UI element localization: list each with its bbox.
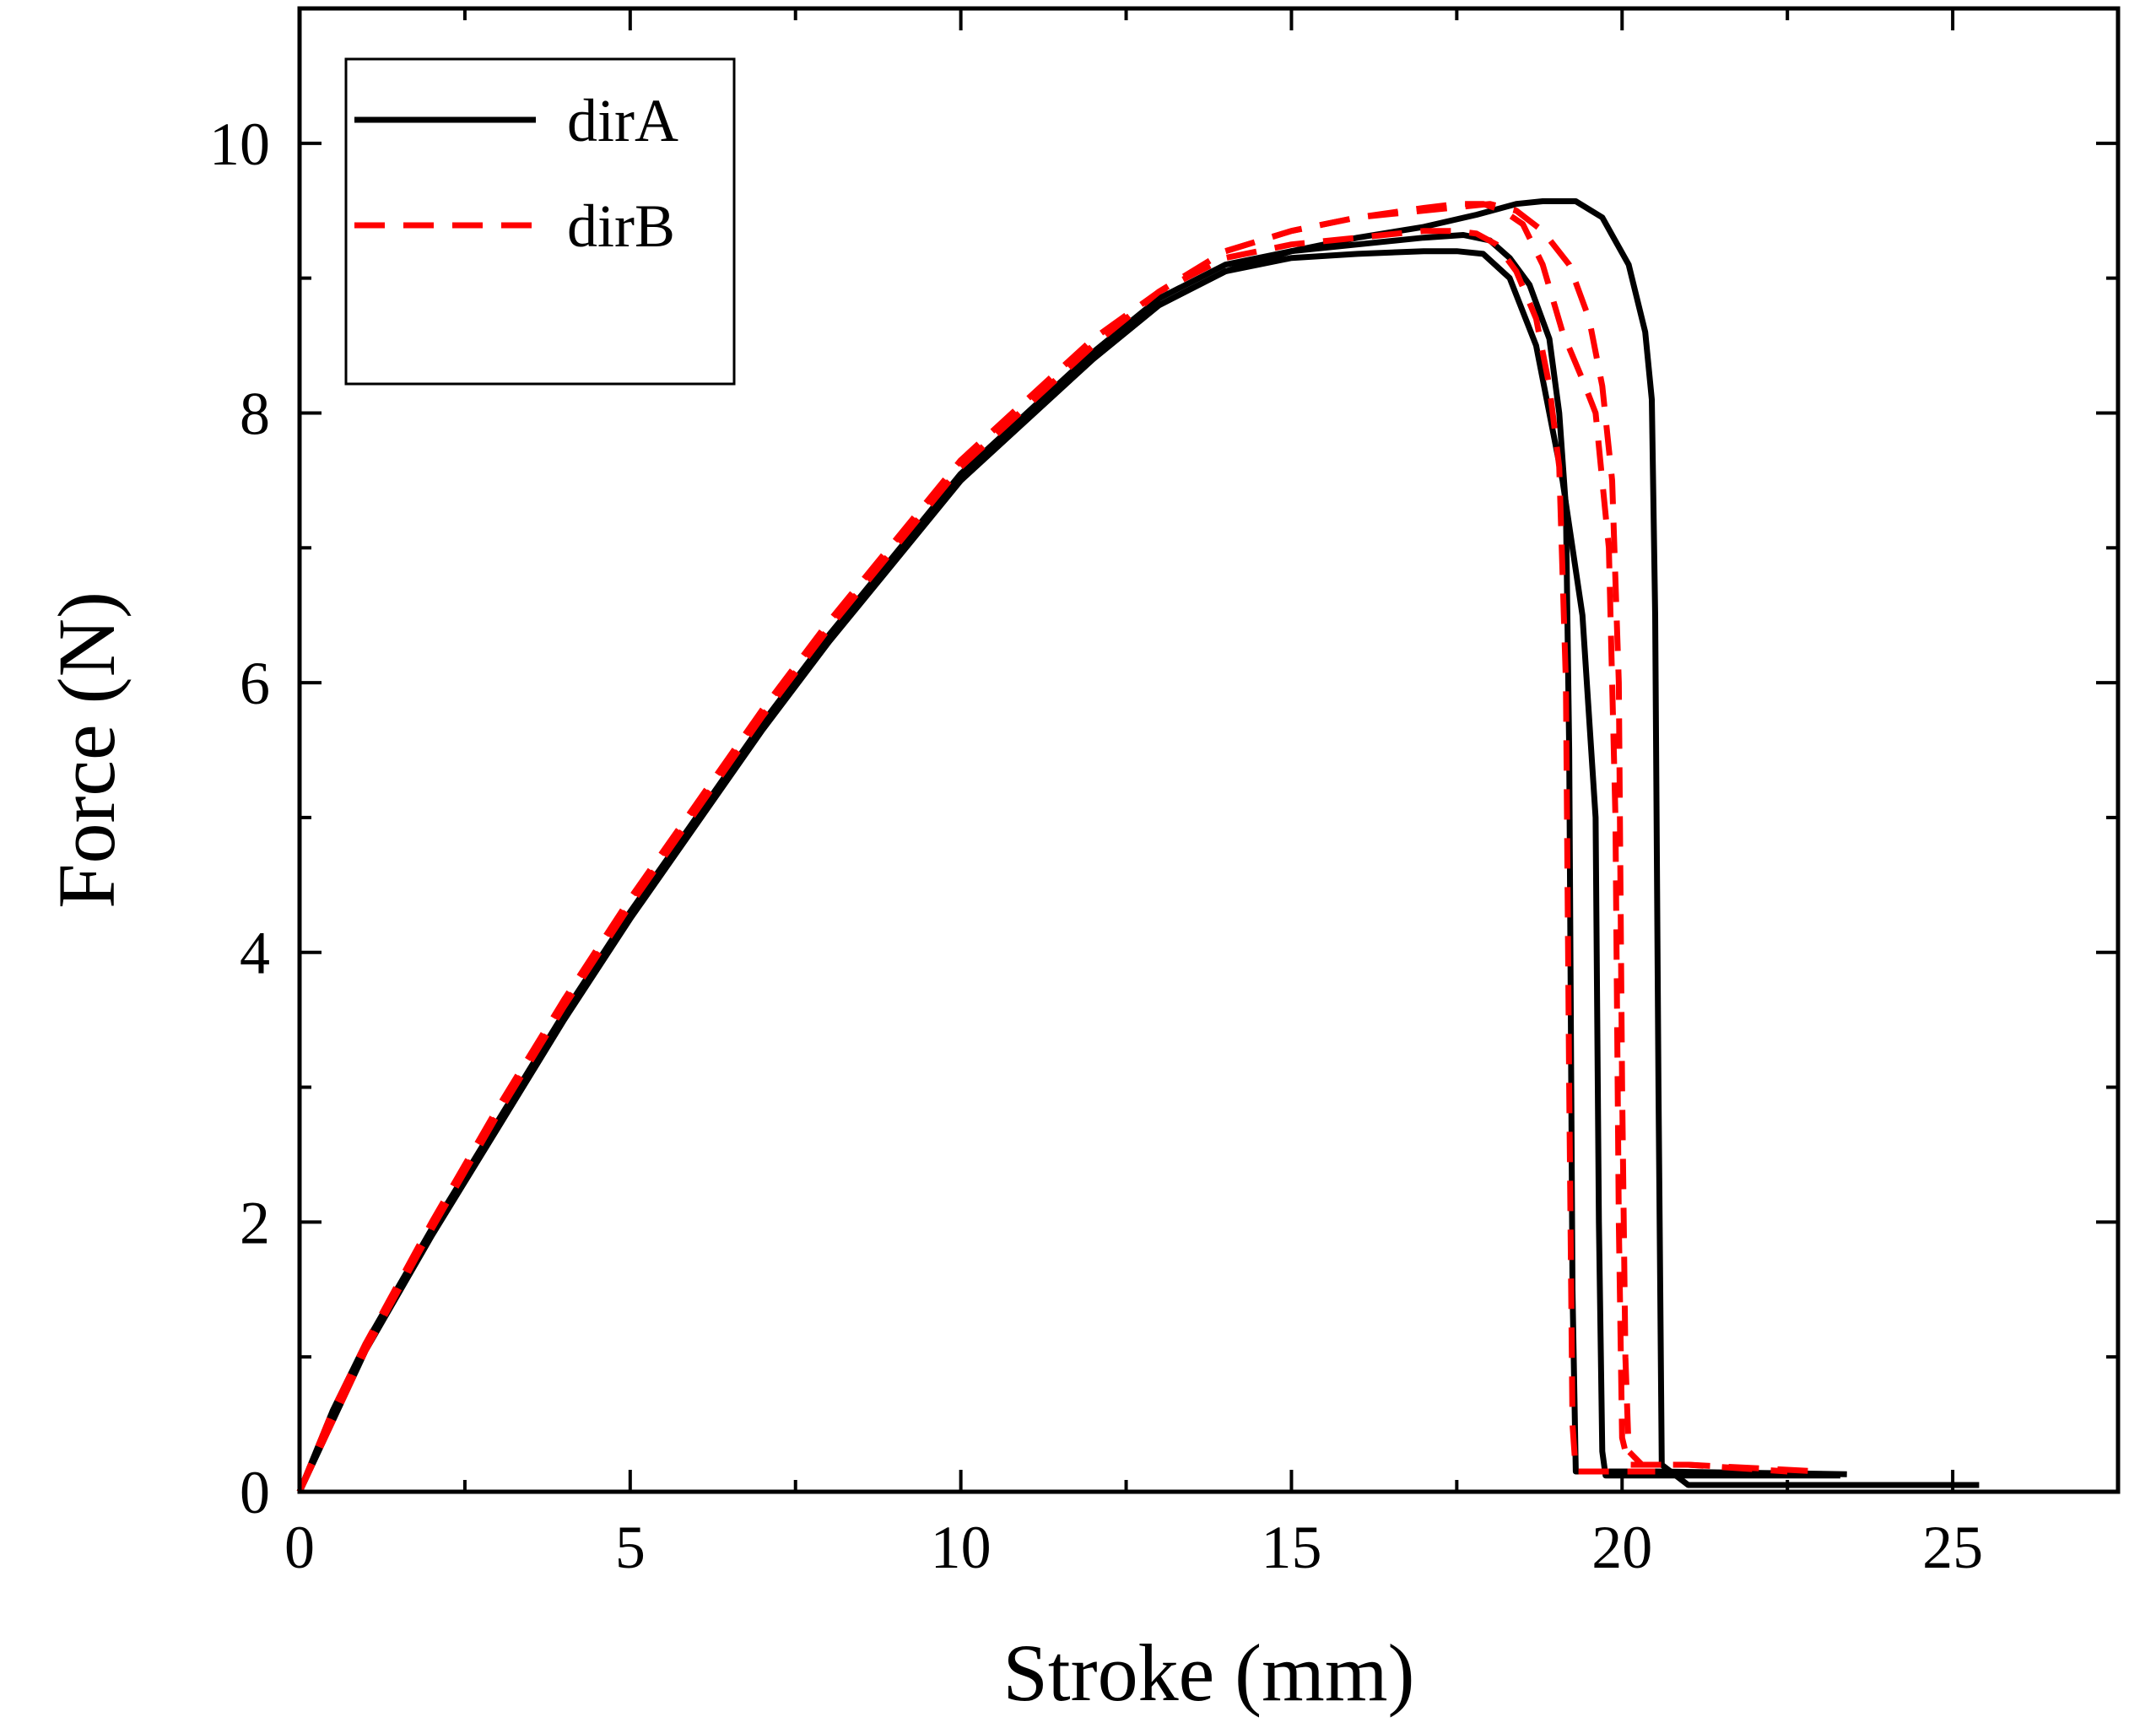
y-tick-label: 0 [240, 1459, 270, 1526]
x-tick-label: 15 [1261, 1514, 1321, 1581]
y-tick-label: 8 [240, 380, 270, 447]
x-tick-label: 10 [931, 1514, 992, 1581]
plot-frame [297, 6, 2121, 1494]
x-tick-label: 0 [284, 1514, 315, 1581]
series-line-dirb-3 [296, 228, 1656, 1493]
y-tick-label: 4 [240, 920, 270, 987]
series-line-dira-2 [296, 198, 1980, 1493]
legend-label-dira: dirA [567, 87, 678, 154]
x-axis-title: Stroke (mm) [1003, 1628, 1415, 1718]
series-line-dirb-5 [296, 201, 1788, 1493]
curves-layer [296, 198, 1980, 1493]
legend: dirA dirB [344, 57, 736, 386]
tick-labels-layer: 0 5 10 15 20 25 0 2 4 6 8 10 [209, 111, 1983, 1581]
ticks-layer [298, 8, 2118, 1493]
x-tick-label: 20 [1591, 1514, 1652, 1581]
legend-label-dirb: dirB [567, 192, 675, 260]
y-tick-label: 2 [240, 1189, 270, 1256]
y-tick-label: 6 [240, 650, 270, 717]
series-line-dira-0 [296, 232, 1847, 1493]
series-line-dirb-4 [296, 201, 1821, 1493]
y-axis-title: Force (N) [41, 591, 132, 909]
legend-box [344, 57, 736, 386]
x-tick-label: 5 [615, 1514, 646, 1581]
y-tick-label: 10 [209, 111, 270, 178]
x-tick-label: 25 [1922, 1514, 1983, 1581]
